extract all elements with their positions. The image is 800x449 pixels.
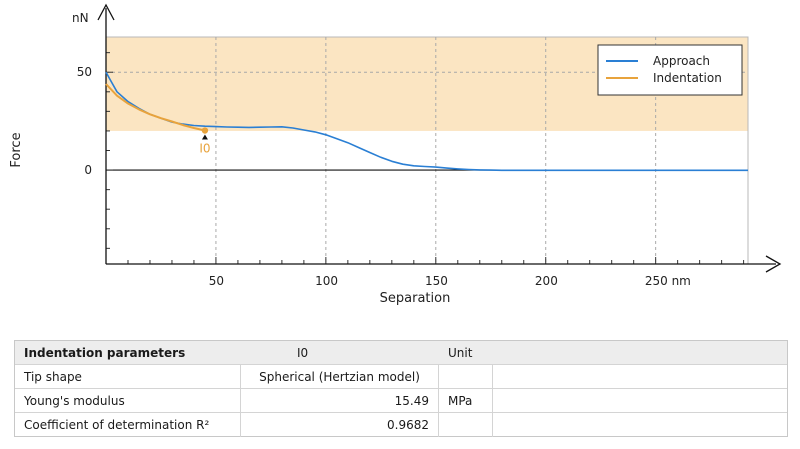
x-tick-label: 250 nm — [645, 274, 691, 288]
header-i0: I0 — [297, 346, 309, 360]
table-header-row: Indentation parameters I0 Unit — [15, 341, 787, 365]
row-unit — [439, 413, 493, 437]
y-tick-label: 50 — [77, 65, 92, 79]
header-param: Indentation parameters — [24, 346, 186, 360]
row-unit: MPa — [439, 389, 493, 412]
row-unit — [439, 365, 493, 388]
row-label: Tip shape — [15, 365, 241, 388]
x-axis-label: Separation — [380, 291, 451, 306]
header-spacer — [493, 341, 787, 364]
table-row: Young's modulus 15.49 MPa — [15, 389, 787, 413]
x-tick-label: 100 — [315, 274, 338, 288]
x-tick-label: 50 — [209, 274, 224, 288]
row-spacer — [493, 389, 787, 412]
y-unit-label: nN — [72, 11, 89, 25]
x-tick-label: 200 — [535, 274, 558, 288]
legend-label: Approach — [653, 54, 710, 68]
i0-marker — [201, 127, 209, 134]
force-separation-chart: I0 50 100 150 200 250 nm 0 50 nN Separation Force… — [9, 3, 782, 306]
y-axis-arrow — [97, 3, 115, 21]
i0-caret-icon — [201, 134, 208, 140]
y-tick-label: 0 — [84, 163, 92, 177]
row-spacer — [493, 365, 787, 388]
table-row: Coefficient of determination R² 0.9682 — [15, 413, 787, 437]
row-value: 15.49 — [241, 389, 439, 412]
legend-box — [597, 44, 743, 96]
table-row: Tip shape Spherical (Hertzian model) — [15, 365, 787, 389]
indentation-parameters-table: Indentation parameters I0 Unit Tip shape… — [14, 340, 788, 437]
x-tick-label: 150 — [425, 274, 448, 288]
row-value: Spherical (Hertzian model) — [241, 365, 439, 388]
legend-label: Indentation — [653, 71, 722, 85]
row-label: Coefficient of determination R² — [15, 413, 241, 437]
row-value: 0.9682 — [241, 413, 439, 437]
series-line-indentation — [105, 83, 206, 132]
row-label: Young's modulus — [15, 389, 241, 412]
row-spacer — [493, 413, 787, 437]
x-axis-arrow — [765, 255, 782, 273]
header-unit: Unit — [448, 346, 473, 360]
i0-label: I0 — [199, 142, 210, 156]
y-axis-label: Force — [9, 132, 24, 167]
